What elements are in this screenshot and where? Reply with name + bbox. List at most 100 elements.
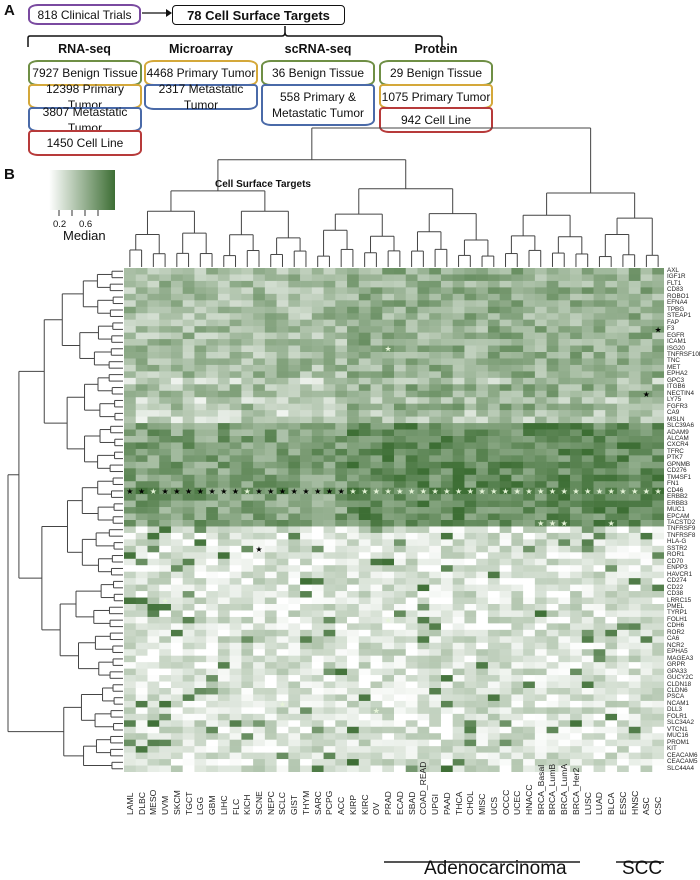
protein-primary: 1075 Primary Tumor	[379, 84, 493, 109]
row-label: MET	[667, 363, 681, 371]
column-label: LAML	[124, 792, 135, 815]
legend-ticks	[58, 210, 99, 216]
row-label: FGFR3	[667, 402, 688, 410]
row-label: TM4SF1	[667, 473, 692, 481]
column-label: CSC	[653, 796, 664, 815]
column-label: SCLC	[277, 792, 288, 815]
column-label: COAD_READ	[418, 761, 429, 815]
row-label: ERBB2	[667, 493, 688, 501]
row-label: MUC16	[667, 732, 689, 740]
svg-text:★: ★	[584, 487, 591, 496]
row-label: VTCN1	[667, 725, 688, 733]
svg-text:★: ★	[549, 487, 556, 496]
microarray-primary: 4468 Primary Tumor	[144, 60, 258, 86]
column-label: HNACC	[524, 784, 534, 815]
column-label: BRCA_LumB	[547, 763, 558, 815]
row-label: NCAM1	[667, 699, 690, 707]
row-label: CLDN6	[667, 687, 688, 694]
svg-text:★: ★	[150, 487, 157, 496]
rnaseq-benign: 7927 Benign Tissue	[28, 60, 142, 86]
svg-text:★: ★	[608, 519, 615, 528]
column-label: LUSC	[582, 792, 593, 815]
column-label: SCNE	[254, 791, 264, 815]
row-label: CD38	[667, 590, 684, 598]
column-label: ECAD	[394, 791, 405, 815]
svg-text:★: ★	[373, 707, 380, 716]
svg-text:★: ★	[537, 519, 544, 528]
row-label: CD70	[667, 557, 684, 565]
row-label: MSLN	[667, 415, 685, 423]
svg-text:★: ★	[467, 487, 474, 496]
row-label: EGFR	[667, 331, 685, 339]
row-label: DLL3	[667, 706, 683, 714]
row-label: EPCAM	[667, 512, 690, 520]
row-label: ENPP3	[667, 564, 688, 572]
svg-text:★: ★	[525, 487, 532, 496]
row-label: EFNA4	[667, 299, 688, 307]
row-label: CA6	[667, 635, 680, 643]
column-label: LGG	[195, 796, 206, 815]
svg-text:★: ★	[596, 487, 603, 496]
row-label: HAVCR1	[667, 570, 693, 578]
heatmap-grid: ★ ★ ★ ★ ★ ★ ★ ★ ★ ★ ★ ★ ★ ★ ★ ★ ★ ★ ★ ★ ★ ★ ★ ★ ★ ★ ★ ★ ★ ★ ★ ★ ★ ★ ★ ★ ★ ★ ★ ★…	[124, 268, 664, 772]
row-label: FOLH1	[667, 615, 688, 623]
column-label: UCEC	[512, 790, 523, 815]
svg-text:★: ★	[173, 487, 180, 496]
column-label: UVM	[160, 795, 171, 815]
clinical-trials-source: 818 Clinical Trials	[28, 4, 141, 25]
column-label: BRCA_LumA	[559, 763, 570, 815]
svg-text:★: ★	[232, 487, 239, 496]
row-label: FLT1	[667, 279, 682, 287]
scrnaseq-tumor: 558 Primary & Metastatic Tumor	[261, 84, 375, 126]
svg-text:★: ★	[349, 487, 356, 496]
row-label: TNFRSF10B	[667, 351, 700, 358]
column-label: GIST	[289, 794, 300, 815]
scrnaseq-benign: 36 Benign Tissue	[261, 60, 375, 86]
row-label: TNFRSF8	[667, 531, 696, 539]
column-label: HNSC	[629, 790, 640, 815]
row-label: TNC	[667, 357, 680, 365]
adenocarcinoma-label: Adenocarcinoma	[424, 858, 567, 879]
row-label: NECTIN4	[667, 389, 694, 397]
row-label: ROR2	[667, 628, 685, 636]
row-label: CD22	[667, 583, 684, 591]
svg-text:★: ★	[619, 487, 626, 496]
row-label: F3	[667, 325, 675, 333]
legend-tick-06: 0.6	[79, 219, 93, 230]
microarray-header: Microarray	[169, 42, 233, 56]
svg-text:★: ★	[643, 390, 650, 399]
row-label: CXCR4	[667, 441, 689, 449]
row-label: ALCAM	[667, 435, 689, 442]
svg-text:★: ★	[314, 487, 321, 496]
column-label: BRCA_Her2	[570, 767, 581, 815]
svg-text:★: ★	[455, 487, 462, 496]
column-label: KIRC	[359, 794, 370, 815]
row-label: EPHA2	[667, 370, 688, 378]
row-label: IGF1R	[667, 273, 686, 281]
row-label: GRPR	[667, 661, 686, 669]
column-label: LUAD	[594, 792, 605, 815]
row-label: SSTR2	[667, 544, 688, 552]
row-label: LRRC15	[667, 596, 692, 604]
column-label: KIRP	[347, 794, 358, 815]
svg-text:★: ★	[396, 487, 403, 496]
adenocarcinoma-bar	[384, 861, 580, 863]
column-label: UPGI	[430, 793, 441, 815]
column-label: PCPG	[324, 790, 335, 815]
row-label: SLC34A2	[667, 719, 694, 727]
svg-text:★: ★	[185, 487, 192, 496]
row-label: HLA-G	[667, 538, 687, 546]
svg-text:★: ★	[385, 616, 392, 625]
row-label: PMEL	[667, 603, 685, 610]
row-label: ISG20	[667, 344, 685, 352]
row-label: GPC3	[667, 376, 685, 384]
svg-text:★: ★	[490, 487, 497, 496]
svg-text:★: ★	[302, 487, 309, 496]
column-dendrogram	[129, 127, 659, 267]
svg-text:★: ★	[432, 487, 439, 496]
protein-cellline: 942 Cell Line	[379, 107, 493, 133]
column-label: NEPC	[265, 791, 276, 815]
row-label: TYRP1	[667, 609, 688, 617]
row-label: FAP	[667, 318, 679, 326]
svg-text:★: ★	[631, 487, 638, 496]
